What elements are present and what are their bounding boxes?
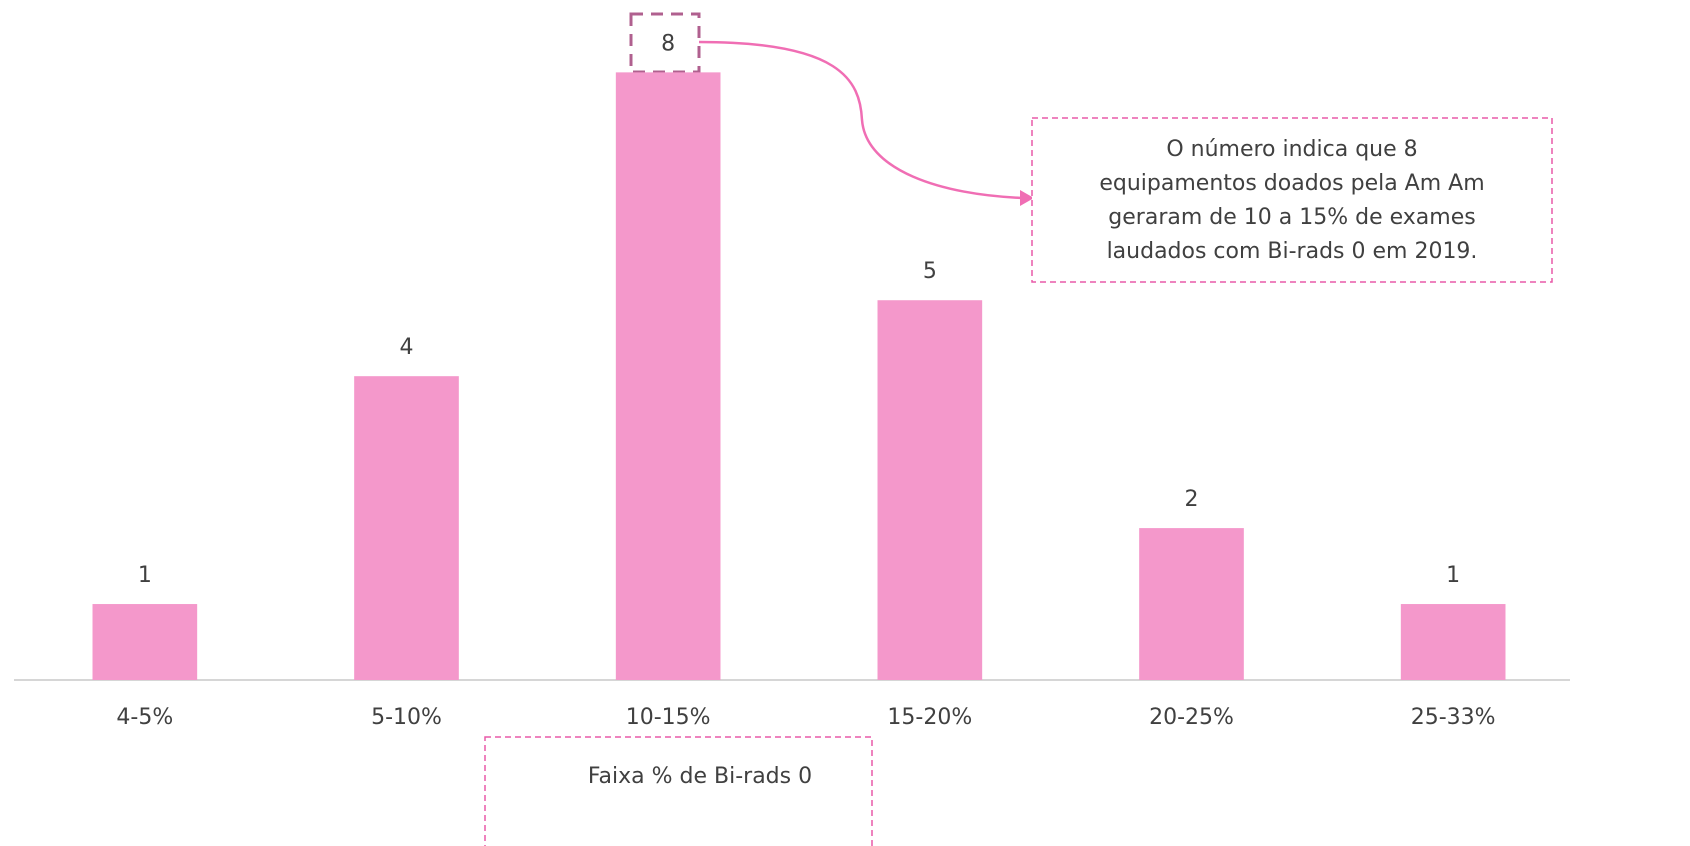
- x-axis-label: Faixa % de Bi-rads 0: [588, 764, 812, 789]
- annotation-line: O número indica que 8: [1166, 137, 1417, 162]
- annotation-line: laudados com Bi-rads 0 em 2019.: [1107, 239, 1478, 264]
- x-tick-label: 5-10%: [371, 705, 442, 730]
- connector: [698, 40, 1025, 200]
- x-tick-label: 20-25%: [1149, 705, 1234, 730]
- data-label: 5: [923, 259, 937, 284]
- data-label: 8: [661, 31, 675, 56]
- data-label: 1: [138, 563, 152, 588]
- data-label: 2: [1185, 487, 1199, 512]
- x-tick-label: 15-20%: [887, 705, 972, 730]
- x-tick-label: 4-5%: [116, 705, 173, 730]
- data-label: 1: [1446, 563, 1460, 588]
- bar: [1139, 528, 1244, 680]
- highlight-box: [629, 12, 701, 74]
- arrow-head: [1020, 190, 1034, 206]
- bar: [92, 604, 198, 680]
- bar: [354, 376, 459, 680]
- annotation-line: equipamentos doados pela Am Am: [1099, 171, 1484, 196]
- bar: [877, 300, 983, 680]
- data-label: 4: [400, 335, 414, 360]
- x-tick-label: 10-15%: [626, 705, 711, 730]
- annotation-line: geraram de 10 a 15% de exames: [1108, 205, 1475, 230]
- annotation-box: [1031, 117, 1553, 283]
- bar: [615, 72, 721, 680]
- x-tick-label: 25-33%: [1411, 705, 1496, 730]
- x-label-box: [484, 736, 873, 846]
- bar: [1400, 604, 1506, 680]
